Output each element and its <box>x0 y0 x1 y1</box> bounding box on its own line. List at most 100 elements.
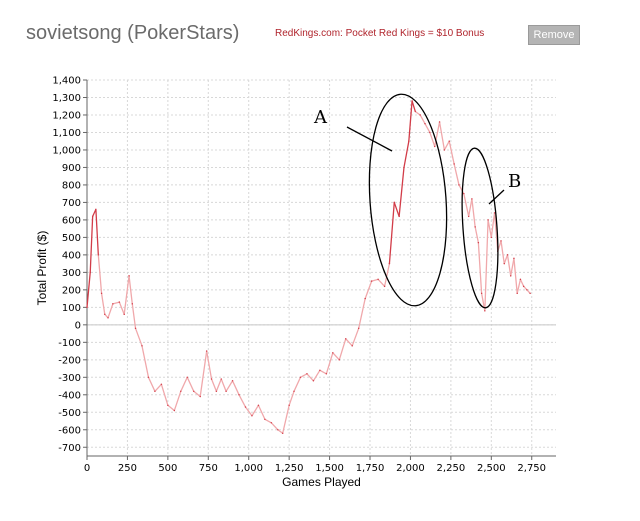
x-tick-label: 1,000 <box>234 463 263 474</box>
series-segment <box>523 285 528 291</box>
data-point <box>519 278 522 281</box>
series-segment <box>526 289 531 295</box>
series-segment <box>448 140 455 165</box>
series-segment <box>471 198 476 228</box>
data-point <box>270 422 273 424</box>
data-point <box>118 301 121 303</box>
data-point <box>414 110 416 113</box>
series-segment <box>424 123 431 134</box>
series-segment <box>186 376 195 392</box>
series-segment <box>244 406 253 417</box>
data-point <box>448 140 450 142</box>
y-tick-label: 900 <box>62 163 81 174</box>
y-tick-label: -500 <box>58 408 81 419</box>
series-segment <box>312 369 321 382</box>
series-segment <box>474 226 480 244</box>
series-segment <box>463 193 470 218</box>
series-segment <box>173 390 182 412</box>
data-point <box>264 418 266 420</box>
series-segment <box>131 303 137 329</box>
data-point <box>293 390 295 392</box>
y-tick-label: 1,100 <box>52 128 81 139</box>
data-point <box>364 297 366 300</box>
data-point <box>288 404 290 406</box>
data-point <box>398 215 400 218</box>
data-point <box>160 383 163 385</box>
data-point <box>123 313 125 316</box>
series-segment <box>257 404 266 420</box>
data-point <box>429 131 431 134</box>
series-segment <box>270 422 279 431</box>
series-segment <box>388 201 395 265</box>
data-point <box>257 404 260 406</box>
data-point <box>500 240 502 242</box>
series-segment <box>383 262 391 288</box>
y-tick-label: -100 <box>58 338 81 349</box>
data-point <box>86 306 88 309</box>
series-segment <box>306 373 315 382</box>
x-tick-label: 1,250 <box>275 463 304 474</box>
series-segment <box>506 254 512 277</box>
data-point <box>244 406 247 408</box>
series-segment <box>443 140 450 151</box>
series-segment <box>403 140 410 169</box>
series-segment <box>345 338 353 347</box>
y-tick-label: -300 <box>58 373 81 384</box>
series-segment <box>332 352 340 361</box>
series-segment <box>293 376 302 392</box>
data-point <box>467 215 470 218</box>
data-point <box>97 254 100 256</box>
series-segment <box>370 278 379 282</box>
data-point <box>89 271 91 274</box>
data-point <box>306 373 308 375</box>
y-tick-label: 600 <box>62 215 81 226</box>
data-point <box>506 254 509 256</box>
data-point <box>487 219 489 221</box>
data-point <box>516 292 518 295</box>
series-segment <box>100 292 106 315</box>
series-segment <box>147 376 156 392</box>
series-segment <box>299 373 308 378</box>
data-point <box>411 100 413 102</box>
series-segment <box>434 121 441 148</box>
data-point <box>277 429 279 431</box>
x-tick-label: 250 <box>118 463 137 474</box>
y-tick-label: 300 <box>62 268 81 279</box>
data-point <box>526 289 528 291</box>
series-segment <box>453 163 460 186</box>
y-tick-label: 1,400 <box>52 76 81 87</box>
series-segment <box>364 280 373 300</box>
data-point <box>424 123 426 125</box>
series-segment <box>225 380 234 392</box>
series-segment <box>429 131 436 148</box>
annotation-arrow-b <box>488 189 505 205</box>
series-segment <box>468 198 473 218</box>
series-segment <box>477 241 483 295</box>
data-point <box>180 390 182 392</box>
series-segment <box>503 254 509 265</box>
data-point <box>205 350 208 352</box>
series-segment <box>86 271 91 308</box>
series-segment <box>134 327 143 347</box>
x-tick-label: 500 <box>158 463 177 474</box>
data-point <box>403 166 405 169</box>
series-segment <box>411 100 416 113</box>
series-segment <box>500 240 505 265</box>
y-tick-label: 500 <box>62 233 81 244</box>
data-point <box>453 163 455 165</box>
data-point <box>370 280 373 282</box>
promo-link[interactable]: RedKings.com: Pocket Red Kings = $10 Bon… <box>275 28 485 39</box>
data-point <box>458 184 460 186</box>
y-tick-label: 1,300 <box>52 93 81 104</box>
data-point <box>529 292 531 295</box>
x-tick-label: 0 <box>84 463 90 474</box>
data-point <box>434 145 436 148</box>
data-point <box>112 303 114 305</box>
remove-button[interactable]: Remove <box>528 25 580 45</box>
series-segment <box>358 297 366 329</box>
series-segment <box>377 278 386 288</box>
annotation-ellipse-a <box>368 93 448 307</box>
y-tick-label: -200 <box>58 355 81 366</box>
data-point <box>443 149 446 151</box>
y-tick-label: 400 <box>62 250 81 261</box>
